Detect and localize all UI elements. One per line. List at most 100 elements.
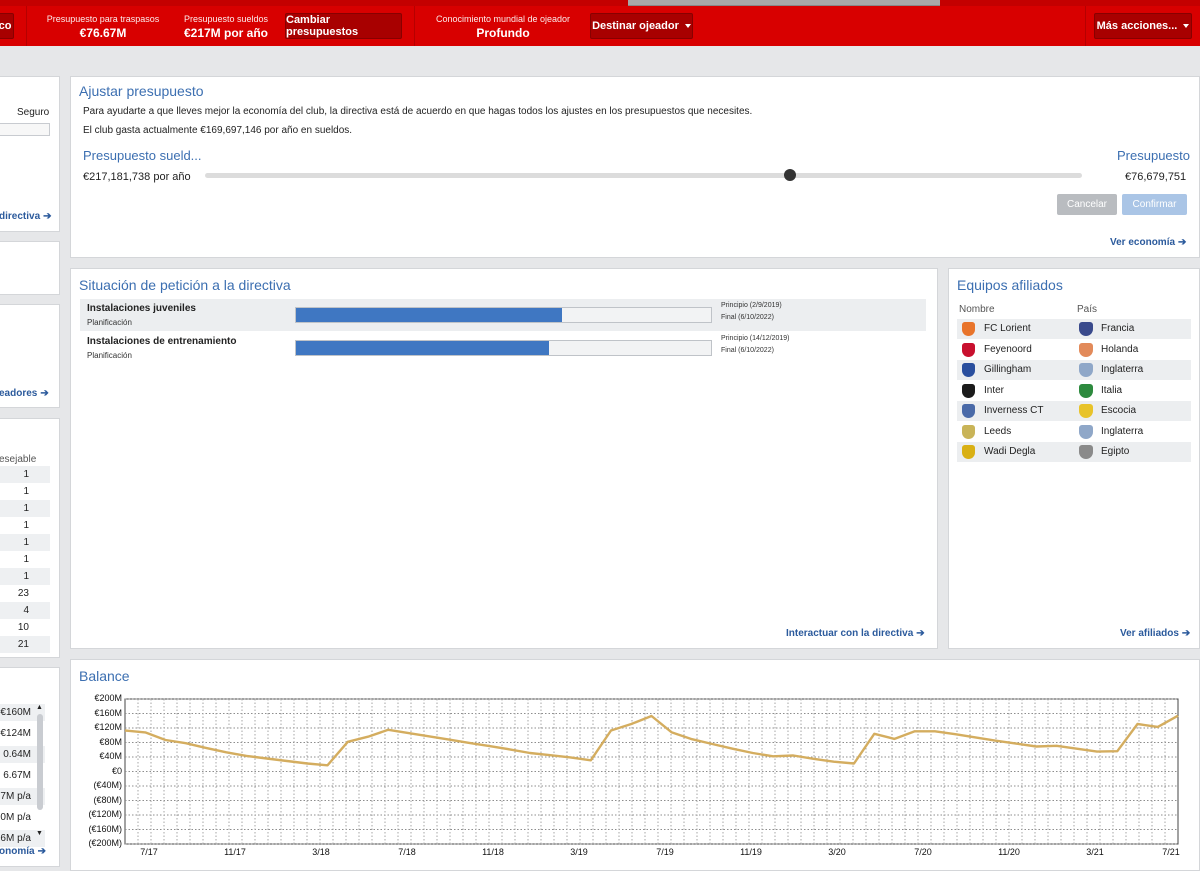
scroll-down-icon[interactable]: ▼: [36, 830, 43, 837]
change-budgets-button[interactable]: Cambiar presupuestos: [285, 13, 402, 39]
balance-panel: [70, 659, 1200, 871]
affiliate-country[interactable]: Inglaterra: [1101, 364, 1144, 375]
top-bar: co Presupuesto para traspasos €76.67M Pr…: [0, 0, 1200, 46]
affiliates-col-country: País: [1077, 304, 1098, 315]
affiliate-country[interactable]: Holanda: [1101, 343, 1139, 355]
x-tick-label: 7/17: [140, 847, 158, 857]
list-item: 1: [23, 554, 29, 565]
affiliate-club-name[interactable]: Inverness CT: [984, 405, 1044, 416]
club-crest-icon: [962, 445, 975, 459]
cancel-button[interactable]: Cancelar: [1057, 194, 1117, 215]
list-item: €160M: [0, 704, 45, 721]
current-wages-text: El club gasta actualmente €169,697,146 p…: [83, 125, 353, 136]
top-strip: [628, 0, 940, 6]
request-start-date: Principio (2/9/2019): [721, 302, 782, 309]
view-affiliates-link[interactable]: Ver afiliados ➔: [1120, 628, 1190, 639]
y-tick-label: €200M: [94, 693, 122, 703]
directiva-link-label: directiva: [0, 211, 41, 222]
economia-link[interactable]: onomía ➔: [0, 846, 46, 857]
x-tick-label: 11/17: [224, 847, 246, 857]
request-row[interactable]: Instalaciones juveniles Planificación Pr…: [80, 299, 926, 331]
seguro-label: Seguro: [17, 107, 50, 118]
scrollbar[interactable]: [37, 714, 43, 810]
affiliate-club-name[interactable]: Feyenoord: [984, 343, 1032, 355]
more-actions-button[interactable]: Más acciones...: [1094, 13, 1192, 39]
affiliate-club-name[interactable]: Wadi Degla: [984, 446, 1036, 457]
affiliate-country[interactable]: Francia: [1101, 323, 1135, 334]
left-action-button[interactable]: co: [0, 13, 14, 39]
list-item: 1: [0, 534, 50, 551]
balance-title: Balance: [79, 668, 130, 684]
scout-knowledge-stat: Conocimiento mundial de ojeador Profundo: [426, 14, 580, 40]
transfer-budget-amount: €76,679,751: [1125, 171, 1187, 183]
club-crest-icon: [962, 383, 975, 398]
economia-link-label: onomía: [0, 846, 35, 857]
country-flag-icon: [1079, 363, 1093, 377]
affiliate-country[interactable]: Italia: [1101, 384, 1123, 396]
x-tick-label: 7/18: [398, 847, 416, 857]
affiliates-col-name: Nombre: [959, 304, 995, 315]
jugadores-link-label: eadores: [0, 388, 38, 399]
deseable-header: esejable: [0, 454, 37, 465]
y-tick-label: (€160M): [88, 823, 122, 834]
budget-slider-handle[interactable]: [783, 169, 796, 181]
view-affiliates-label: Ver afiliados: [1120, 628, 1179, 639]
affiliate-row[interactable]: Wadi Degla Egipto: [957, 442, 1191, 462]
y-tick-label: €160M: [94, 707, 122, 718]
arrow-right-icon: ➔: [1178, 237, 1187, 248]
affiliate-country[interactable]: Inglaterra: [1101, 425, 1144, 437]
jugadores-link[interactable]: eadores ➔: [0, 388, 49, 399]
affiliate-row[interactable]: Gillingham Inglaterra: [957, 360, 1191, 380]
affiliate-country[interactable]: Escocia: [1101, 405, 1137, 416]
affiliate-club-name[interactable]: Gillingham: [984, 364, 1032, 375]
request-status: Planificación: [87, 318, 132, 327]
directiva-link[interactable]: directiva ➔: [0, 211, 52, 222]
y-tick-label: (€200M): [88, 838, 122, 848]
scroll-up-icon[interactable]: ▲: [36, 704, 43, 711]
confirm-label: Confirmar: [1132, 199, 1177, 210]
request-end-date: Final (6/10/2022): [721, 314, 774, 321]
list-item: 21: [0, 636, 50, 653]
scout-knowledge-label: Conocimiento mundial de ojeador: [435, 14, 571, 24]
country-flag-icon: [1079, 445, 1093, 459]
assign-scout-button[interactable]: Destinar ojeador: [590, 13, 693, 39]
cancel-label: Cancelar: [1066, 199, 1108, 210]
transfer-budget-heading: Presupuesto: [1117, 148, 1190, 163]
requests-title: Situación de petición a la directiva: [79, 277, 291, 293]
wage-budget-value: €217M por año: [183, 26, 269, 40]
request-progress-fill: [296, 308, 562, 322]
club-crest-icon: [962, 404, 975, 418]
request-start-date: Principio (14/12/2019): [721, 335, 790, 342]
affiliate-row[interactable]: Inter Italia: [957, 381, 1191, 401]
arrow-right-icon: ➔: [40, 388, 49, 399]
scout-knowledge-value: Profundo: [476, 26, 530, 40]
wage-budget-amount: €217,181,738 por año: [83, 171, 191, 183]
affiliate-club-name[interactable]: Leeds: [984, 425, 1012, 437]
left-panel-desirable: esejable 1 1 1 1 1 1 1 23 4 10 21: [0, 418, 60, 658]
wage-budget-heading: Presupuesto sueld...: [83, 148, 202, 163]
request-progress-fill: [296, 341, 550, 355]
interact-board-link[interactable]: Interactuar con la directiva ➔: [786, 628, 925, 639]
y-tick-label: (€120M): [88, 809, 122, 819]
finance-link[interactable]: Ver economía ➔: [1110, 237, 1186, 248]
seguro-field[interactable]: [0, 123, 50, 136]
y-tick-label: (€40M): [93, 780, 122, 790]
affiliate-row[interactable]: Leeds Inglaterra: [957, 422, 1191, 442]
affiliate-club-name[interactable]: FC Lorient: [984, 323, 1031, 334]
country-flag-icon: [1079, 404, 1093, 418]
affiliate-row[interactable]: FC Lorient Francia: [957, 319, 1191, 339]
list-item: 1: [23, 486, 29, 497]
budget-slider-track[interactable]: [205, 173, 1082, 178]
list-item: €124M: [0, 728, 31, 739]
list-item: 1: [0, 500, 50, 517]
affiliate-country[interactable]: Egipto: [1101, 446, 1130, 457]
request-row[interactable]: Instalaciones de entrenamiento Planifica…: [80, 332, 926, 364]
budget-title: Ajustar presupuesto: [79, 83, 204, 99]
arrow-right-icon: ➔: [1181, 628, 1191, 639]
affiliate-row[interactable]: Feyenoord Holanda: [957, 340, 1191, 360]
request-progress-bar: [295, 307, 712, 323]
requests-panel: [70, 268, 938, 649]
confirm-button[interactable]: Confirmar: [1122, 194, 1187, 215]
affiliate-club-name[interactable]: Inter: [984, 384, 1005, 396]
affiliate-row[interactable]: Inverness CT Escocia: [957, 401, 1191, 421]
